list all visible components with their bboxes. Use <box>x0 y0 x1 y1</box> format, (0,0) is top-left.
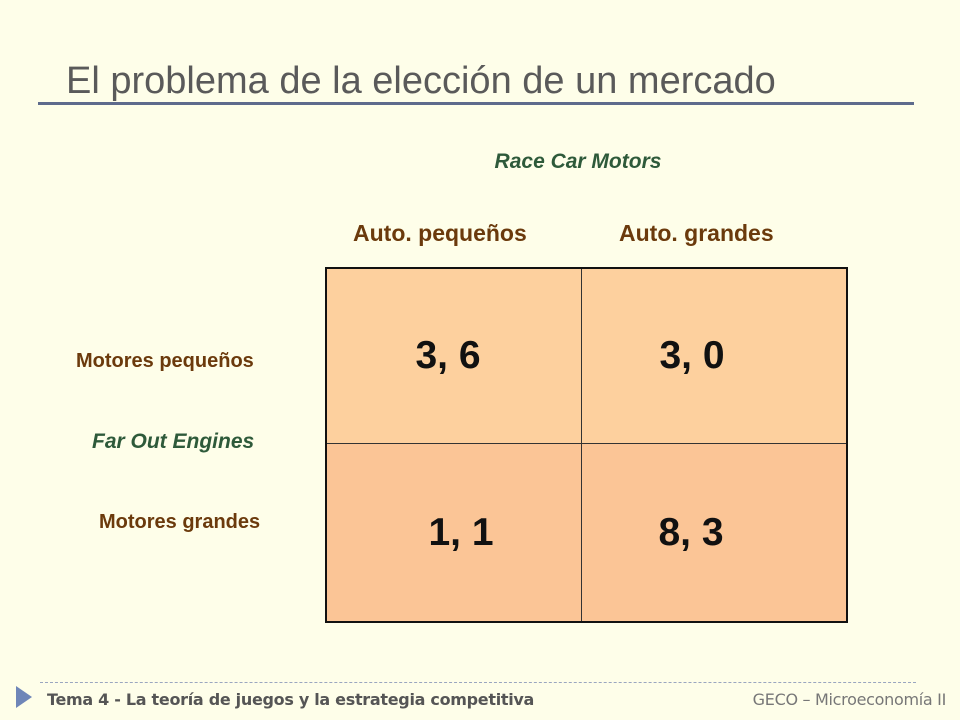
payoff-value: 1, 1 <box>428 510 494 554</box>
payoff-cell: 3, 6 <box>327 269 582 444</box>
column-player-label: Race Car Motors <box>494 150 662 173</box>
row-strategy-small-engines: Motores pequeños <box>76 350 254 372</box>
row-strategy-large-engines: Motores grandes <box>99 511 261 533</box>
payoff-value: 3, 6 <box>415 334 481 377</box>
footer-divider <box>40 682 916 683</box>
payoff-value: 8, 3 <box>658 510 724 554</box>
payoff-cell: 1, 1 <box>327 444 582 621</box>
payoff-matrix: 3, 6 3, 0 1, 1 8, 3 <box>325 267 848 623</box>
title-underline <box>38 102 914 105</box>
column-strategy-large-cars: Auto. grandes <box>619 220 774 246</box>
play-arrow-icon <box>16 686 32 708</box>
payoff-cell: 3, 0 <box>582 269 846 444</box>
footer-topic: Tema 4 - La teoría de juegos y la estrat… <box>47 690 535 709</box>
slide-title: El problema de la elección de un mercado <box>66 60 776 102</box>
footer-course: GECO – Microeconomía II <box>752 690 947 709</box>
payoff-cell: 8, 3 <box>582 444 846 621</box>
payoff-value: 3, 0 <box>659 334 725 377</box>
column-strategy-small-cars: Auto. pequeños <box>353 220 527 246</box>
row-player-label: Far Out Engines <box>92 430 255 453</box>
